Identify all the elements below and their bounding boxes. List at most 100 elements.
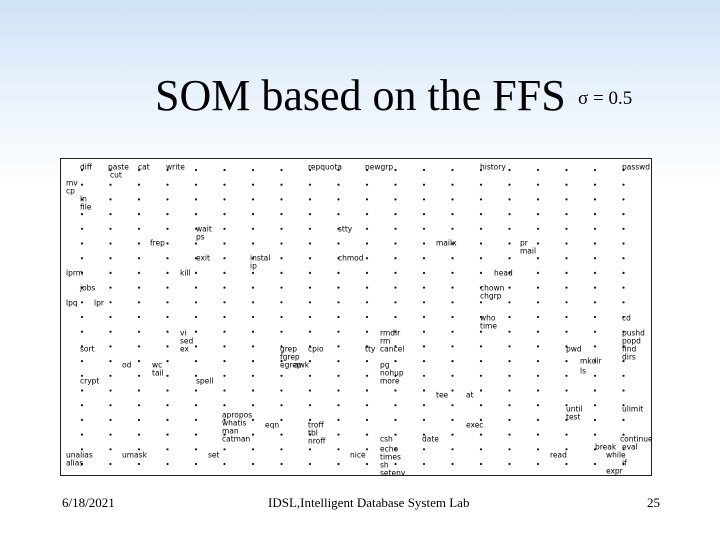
neuron-dot [593, 271, 597, 274]
neuron-dot [536, 257, 540, 260]
neuron-dot [593, 242, 597, 245]
neuron-dot [223, 257, 226, 260]
neuron-dot [451, 418, 454, 421]
neuron-dot [565, 198, 568, 201]
command-label: tty [365, 345, 376, 354]
command-label: dirs [622, 353, 636, 362]
command-label: chgrp [480, 292, 502, 301]
command-label: nroff [308, 437, 326, 446]
neuron-dot [308, 360, 312, 363]
command-label: kill [180, 269, 191, 278]
neuron-dot [251, 404, 255, 407]
neuron-dot [251, 213, 255, 216]
command-label: eqn [265, 421, 279, 430]
neuron-dot [109, 330, 112, 333]
neuron-dot [337, 374, 340, 377]
neuron-dot [451, 389, 454, 392]
neuron-dot [194, 257, 198, 260]
neuron-dot [251, 301, 255, 304]
neuron-dot [109, 301, 112, 304]
neuron-dot [536, 183, 540, 186]
neuron-dot [394, 389, 397, 392]
neuron-dot [194, 183, 198, 186]
neuron-dot [451, 330, 454, 333]
command-label: catman [222, 435, 251, 444]
neuron-dot [536, 286, 540, 289]
neuron-dot [622, 345, 625, 348]
neuron-dot [166, 198, 169, 201]
neuron-dot [280, 271, 283, 274]
neuron-dot [593, 213, 597, 216]
neuron-dot [280, 242, 283, 245]
neuron-dot [422, 418, 426, 421]
neuron-dot [622, 315, 625, 319]
neuron-dot [137, 315, 141, 319]
neuron-dot [422, 448, 426, 451]
neuron-dot [109, 360, 112, 363]
command-label: while [606, 451, 626, 460]
neuron-dot [622, 257, 625, 260]
command-label: break [595, 443, 617, 452]
neuron-dot [109, 168, 112, 172]
command-label: setenv [380, 469, 406, 476]
neuron-dot [622, 242, 625, 245]
neuron-dot [536, 330, 540, 333]
neuron-dot [308, 242, 312, 245]
command-label: time [480, 322, 497, 331]
neuron-dot [622, 448, 625, 451]
neuron-dot [251, 418, 255, 421]
neuron-dot [80, 213, 84, 216]
neuron-dot [565, 418, 568, 421]
neuron-dot [451, 213, 454, 216]
neuron-dot [622, 286, 625, 289]
command-label: egrep [280, 361, 302, 370]
neuron-dot [479, 271, 483, 274]
command-label: cat [138, 163, 150, 172]
command-label: until [566, 405, 583, 414]
neuron-dot [251, 286, 255, 289]
command-label: nice [350, 451, 366, 460]
command-label: sh [380, 461, 389, 470]
neuron-dot [565, 168, 568, 172]
neuron-dot [508, 345, 511, 348]
neuron-dot [565, 389, 568, 392]
neuron-dot [451, 257, 454, 260]
neuron-dot [280, 286, 283, 289]
neuron-dot [565, 315, 568, 319]
neuron-dot [223, 242, 226, 245]
neuron-dot [508, 183, 511, 186]
command-label: alias [66, 459, 83, 468]
command-label: lpr [94, 299, 105, 308]
neuron-dot [194, 433, 198, 436]
command-label: jobs [79, 284, 95, 293]
neuron-dot [451, 227, 454, 230]
command-label: lpq [66, 299, 78, 308]
neuron-dot [166, 315, 169, 319]
neuron-dot [536, 168, 540, 172]
neuron-dot [223, 301, 226, 304]
neuron-dot [479, 374, 483, 377]
neuron-dot [308, 389, 312, 392]
neuron-dot [508, 286, 511, 289]
neuron-dot [394, 242, 397, 245]
neuron-dot [565, 257, 568, 260]
neuron-dot [337, 345, 340, 348]
neuron-dot [109, 286, 112, 289]
neuron-dot [622, 462, 625, 466]
neuron-dot [479, 183, 483, 186]
neuron-dot [80, 448, 84, 451]
neuron-dot [251, 168, 255, 172]
neuron-dot [479, 330, 483, 333]
neuron-dot [280, 315, 283, 319]
command-label: frep [150, 239, 165, 248]
command-label: write [166, 163, 185, 172]
neuron-dot [451, 462, 454, 466]
neuron-dot [565, 404, 568, 407]
neuron-dot [365, 242, 369, 245]
neuron-dot [137, 374, 141, 377]
command-label: cut [110, 171, 122, 180]
neuron-dot [451, 168, 454, 172]
neuron-dot [80, 462, 84, 466]
